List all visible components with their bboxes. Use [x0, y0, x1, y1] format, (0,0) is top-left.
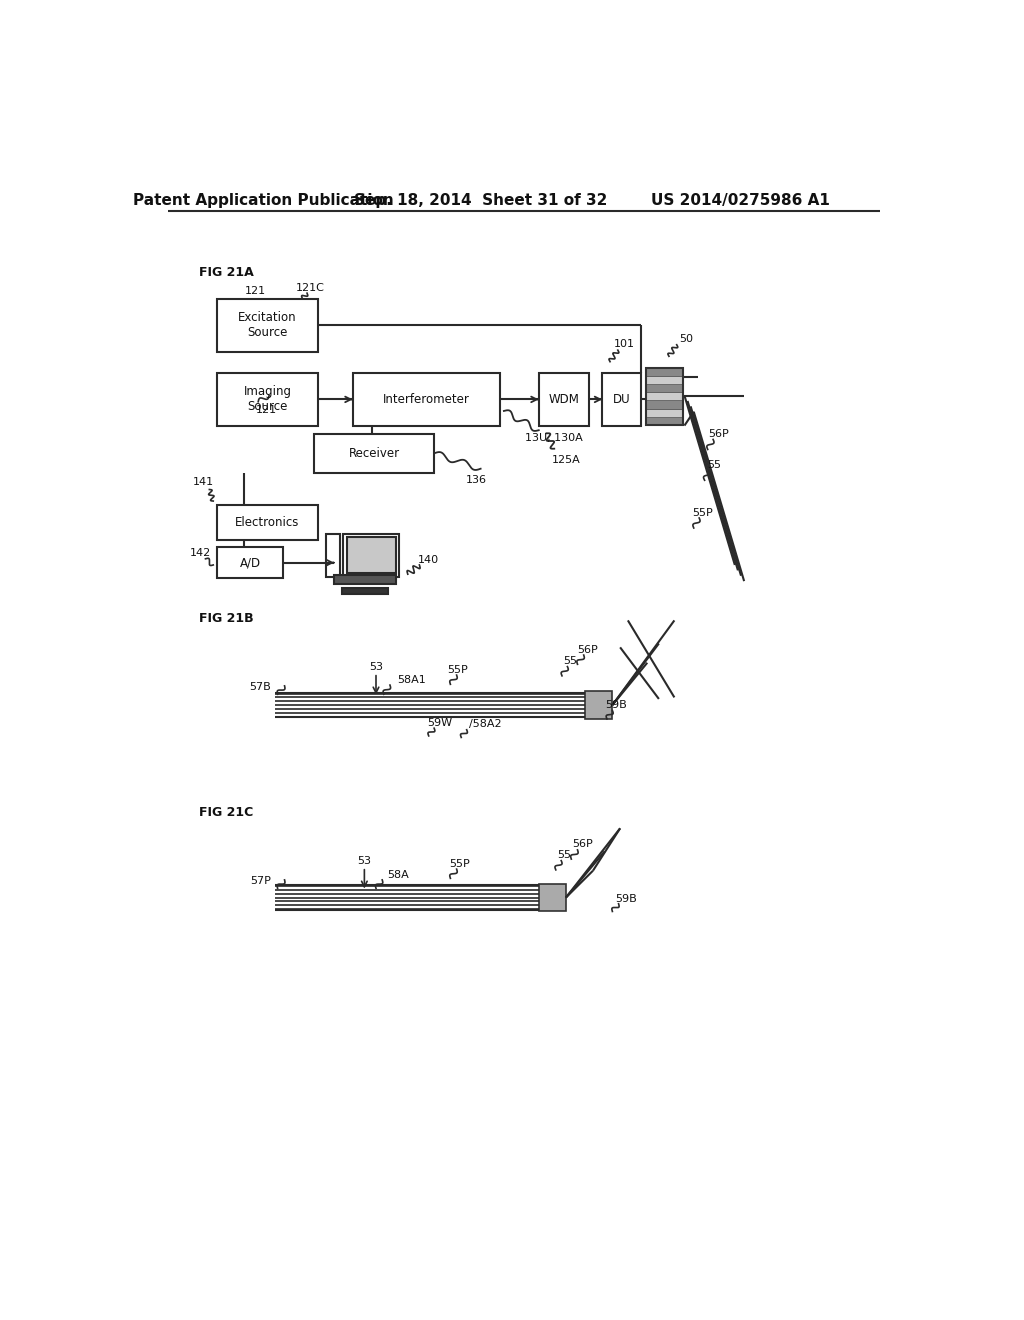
- Bar: [646, 376, 683, 384]
- Text: Patent Application Publication: Patent Application Publication: [133, 193, 394, 209]
- Text: 53: 53: [369, 661, 383, 672]
- Text: 55P: 55P: [692, 508, 714, 517]
- Text: 50: 50: [679, 334, 693, 343]
- Bar: [602, 374, 641, 425]
- Text: 13U, 130A: 13U, 130A: [525, 433, 583, 444]
- Text: Imaging
Source: Imaging Source: [244, 385, 292, 413]
- Text: 55P: 55P: [450, 859, 470, 870]
- Bar: [314, 434, 434, 473]
- Text: 56P: 56P: [709, 429, 729, 440]
- Bar: [646, 417, 683, 425]
- Text: 58A: 58A: [388, 870, 410, 879]
- Text: WDM: WDM: [549, 393, 580, 407]
- Bar: [342, 589, 388, 594]
- Text: 55P: 55P: [447, 665, 468, 676]
- Text: 121: 121: [246, 286, 266, 296]
- Text: 53: 53: [357, 855, 372, 866]
- Bar: [352, 374, 500, 425]
- Text: 121C: 121C: [296, 282, 325, 293]
- Text: A/D: A/D: [240, 556, 261, 569]
- Text: DU: DU: [612, 393, 631, 407]
- Text: FIG 21A: FIG 21A: [200, 265, 254, 279]
- Bar: [646, 392, 683, 400]
- Bar: [217, 300, 317, 351]
- Text: 121: 121: [255, 405, 276, 416]
- Text: US 2014/0275986 A1: US 2014/0275986 A1: [651, 193, 829, 209]
- Text: Receiver: Receiver: [348, 446, 399, 459]
- Text: 125A: 125A: [552, 455, 581, 465]
- Text: 141: 141: [193, 477, 214, 487]
- Text: 140: 140: [418, 554, 439, 565]
- Bar: [646, 384, 683, 392]
- Bar: [646, 400, 683, 409]
- Bar: [539, 374, 589, 425]
- Text: 55: 55: [557, 850, 571, 861]
- Text: 142: 142: [189, 548, 211, 558]
- Text: Electronics: Electronics: [236, 516, 300, 529]
- Bar: [646, 368, 683, 425]
- Bar: [646, 409, 683, 417]
- Bar: [217, 374, 317, 425]
- Text: 55: 55: [707, 459, 721, 470]
- Text: Sep. 18, 2014  Sheet 31 of 32: Sep. 18, 2014 Sheet 31 of 32: [354, 193, 607, 209]
- Text: 57P: 57P: [251, 875, 271, 886]
- Bar: [217, 506, 317, 540]
- Text: 55: 55: [563, 656, 578, 667]
- Text: 59W: 59W: [427, 718, 453, 727]
- Bar: [646, 368, 683, 376]
- Text: 101: 101: [613, 339, 635, 348]
- Bar: [327, 535, 340, 577]
- Text: 56P: 56P: [578, 644, 598, 655]
- Bar: [334, 576, 396, 585]
- Text: FIG 21C: FIG 21C: [200, 807, 254, 820]
- Text: 59B: 59B: [615, 894, 637, 904]
- Text: /58A2: /58A2: [469, 719, 502, 730]
- Bar: [217, 548, 283, 578]
- Text: FIG 21B: FIG 21B: [200, 612, 254, 626]
- Bar: [539, 884, 566, 911]
- Text: 136: 136: [466, 475, 487, 486]
- Bar: [343, 535, 399, 577]
- Text: 56P: 56P: [571, 840, 593, 850]
- Text: 59B: 59B: [605, 700, 627, 710]
- Bar: [586, 692, 612, 719]
- Text: 57B: 57B: [250, 681, 271, 692]
- Text: Excitation
Source: Excitation Source: [239, 312, 297, 339]
- Bar: [346, 537, 396, 573]
- Text: 58A1: 58A1: [397, 676, 426, 685]
- Text: Interferometer: Interferometer: [383, 393, 470, 407]
